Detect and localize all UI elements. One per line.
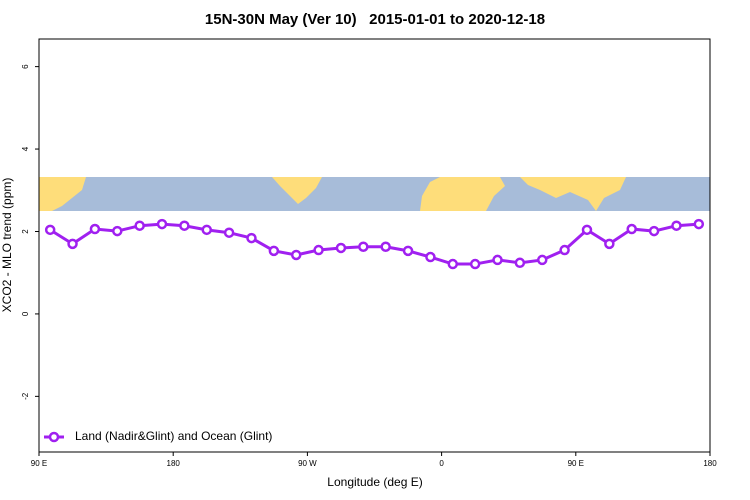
data-point [447,258,459,270]
data-point [201,224,212,236]
data-point [604,238,615,250]
data-point [537,254,548,266]
data-point [335,242,347,254]
data-point [313,244,324,256]
data-point [223,227,235,238]
data-point [559,244,570,256]
data-point [134,220,145,231]
y-axis-label: XCO2 - MLO trend (ppm) [0,178,14,313]
data-point [246,232,257,244]
legend-label: Land (Nadir&Glint) and Ocean (Glint) [75,429,272,443]
x-tick-label: 180 [703,459,717,468]
data-point [268,245,280,257]
data-point [179,220,190,231]
legend-marker [48,431,60,443]
chart-title: 15N-30N May (Ver 10) 2015-01-01 to 2020-… [205,11,545,28]
data-point [648,225,660,237]
data-point [156,218,168,230]
data-point [469,258,481,270]
data-point [671,220,682,231]
data-point [514,257,526,269]
data-point [626,223,637,235]
series-line [49,222,699,266]
data-point [425,251,436,263]
data-point [67,238,78,250]
map-band [39,177,710,211]
x-tick-label: 90 W [298,459,317,468]
x-tick-label: 90 E [31,459,47,468]
y-tick-label: 6 [21,64,30,69]
data-point [380,241,391,252]
data-point [89,223,101,235]
data-point [112,225,123,237]
data-point [290,249,302,261]
y-tick-label: 0 [21,311,30,316]
data-point [358,241,369,252]
data-point [693,218,705,230]
y-tick-label: 2 [21,229,30,234]
plot-frame [38,38,711,453]
x-tick-label: 90 E [568,459,584,468]
x-tick-label: 180 [167,459,181,468]
x-tick-label: 0 [439,459,444,468]
data-point [581,224,593,236]
y-tick-label: -2 [21,392,30,400]
x-axis-label: Longitude (deg E) [327,475,422,489]
y-tick-label: 4 [21,146,30,151]
data-point [44,224,56,236]
data-point [492,254,503,266]
data-point [402,245,414,257]
